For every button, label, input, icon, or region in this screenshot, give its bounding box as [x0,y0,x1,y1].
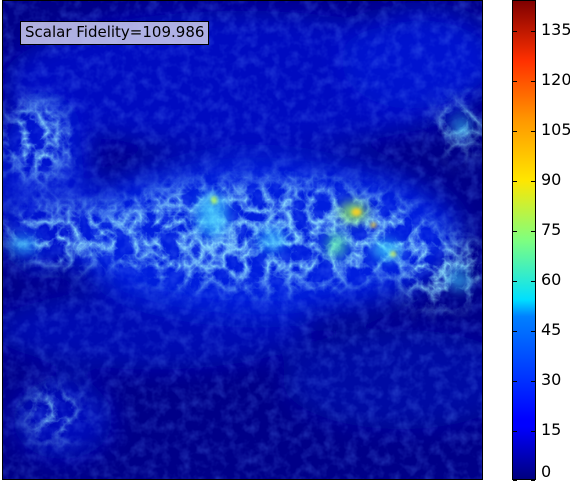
colorbar-tick-label: 30 [541,370,562,389]
colorbar-tick-label: 60 [541,270,562,289]
heatmap-image [3,1,482,479]
colorbar-tick-label: 0 [541,462,552,481]
scalar-fidelity-annotation: Scalar Fidelity=109.986 [20,21,210,45]
colorbar-tick-label: 105 [541,120,570,139]
colorbar-tick-label: 90 [541,170,562,189]
colorbar-tick-label: 135 [541,20,570,39]
colorbar-tick-label: 120 [541,70,570,89]
colorbar [512,0,536,481]
colorbar-gradient [513,1,535,479]
colorbar-tick-label: 15 [541,420,562,439]
colorbar-tick-label: 75 [541,220,562,239]
colorbar-tick-label: 45 [541,320,562,339]
annotation-text: Scalar Fidelity=109.986 [25,23,205,41]
heatmap-plot [2,0,483,480]
